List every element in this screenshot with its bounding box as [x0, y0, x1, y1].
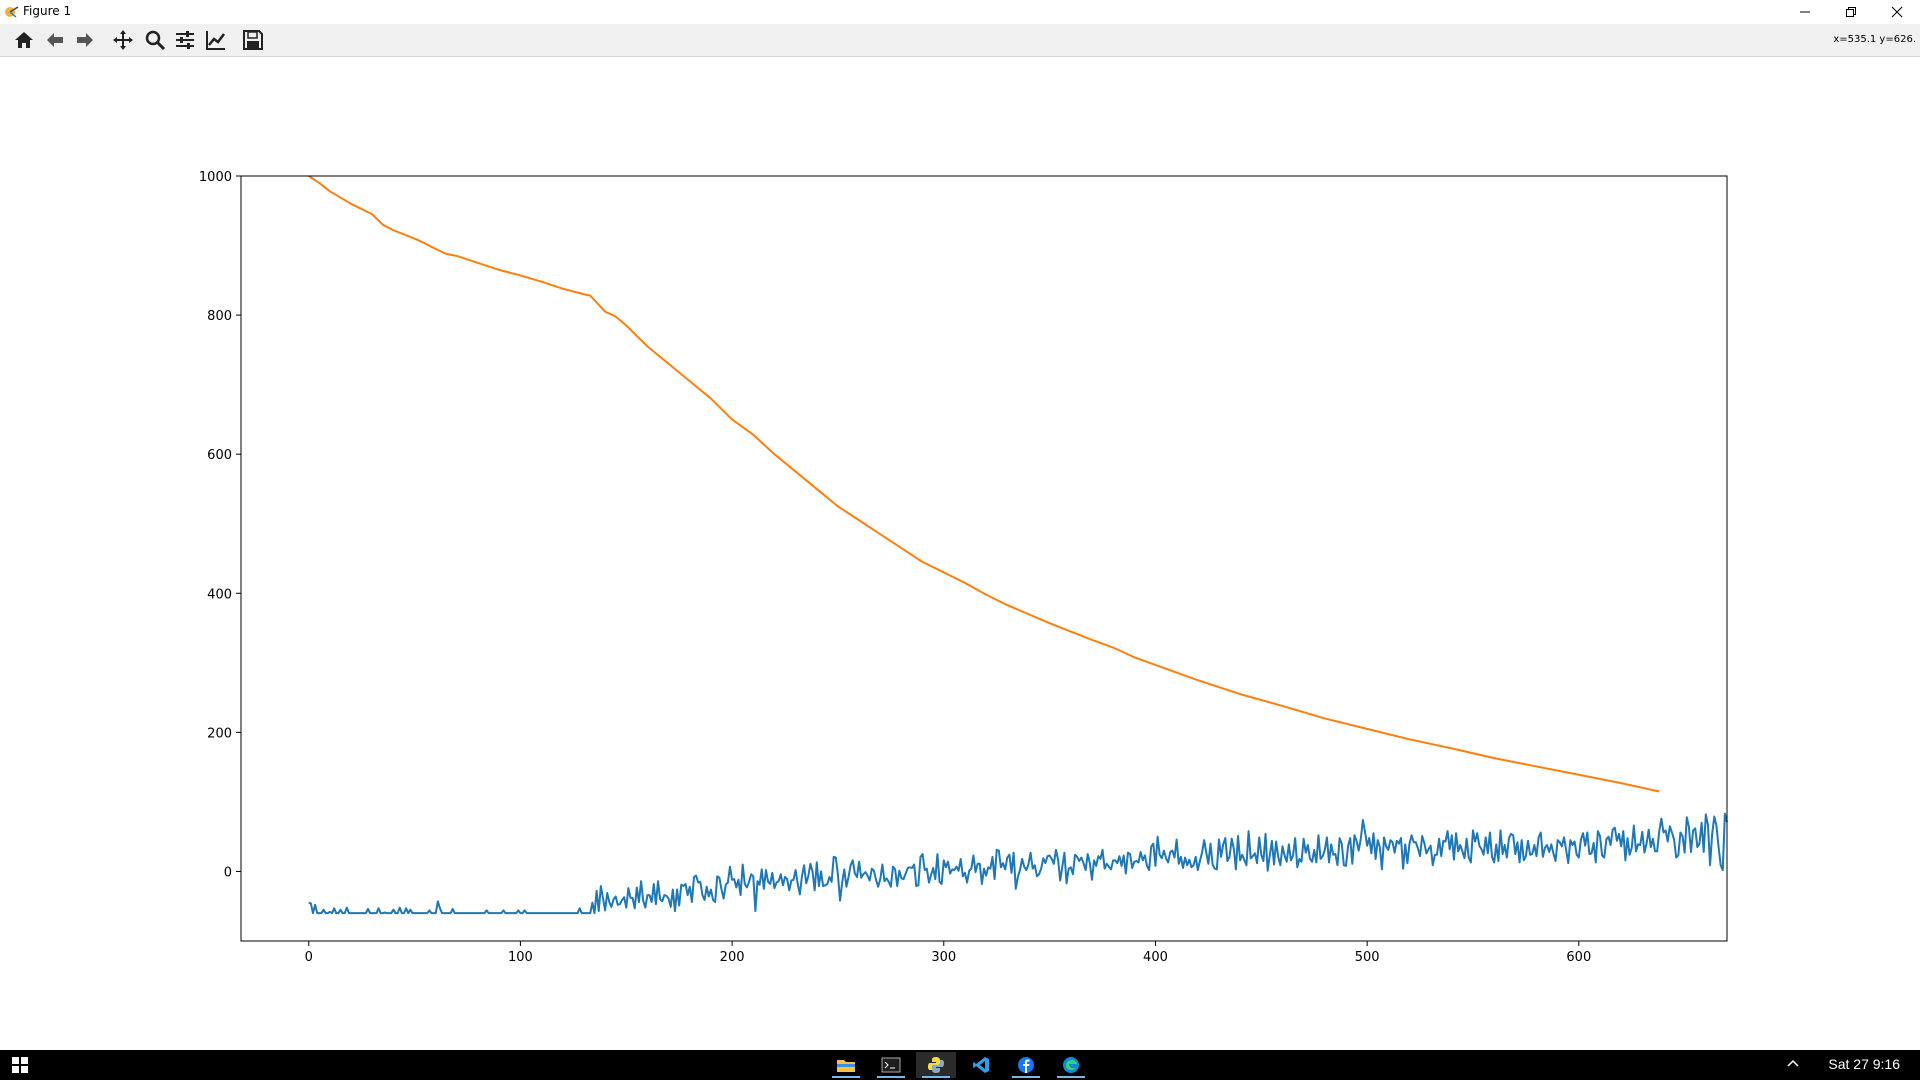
taskbar-facebook[interactable]: [1006, 1052, 1046, 1078]
facebook-icon: [1018, 1057, 1034, 1073]
vscode-icon: [973, 1057, 989, 1073]
matplotlib-app-icon: [5, 6, 19, 18]
taskbar-clock[interactable]: Sat 27 9:16: [1828, 1056, 1900, 1072]
series-line-2: [308, 812, 1728, 915]
terminal-icon: [881, 1057, 901, 1073]
navigation-toolbar: x=535.1 y=626.: [0, 24, 1920, 57]
close-button[interactable]: [1874, 0, 1920, 24]
taskbar: Sat 27 9:16: [0, 1050, 1920, 1080]
x-tick-label: 600: [1566, 950, 1591, 965]
x-tick-label: 0: [305, 950, 313, 965]
running-indicator: [922, 1076, 950, 1078]
minimize-button[interactable]: [1782, 0, 1828, 24]
window-title: Figure 1: [23, 4, 72, 18]
x-tick-label: 100: [508, 950, 533, 965]
home-button[interactable]: [11, 28, 37, 52]
taskbar-vscode[interactable]: [961, 1052, 1001, 1078]
configure-subplots-icon: [176, 31, 194, 49]
running-indicator: [877, 1076, 905, 1078]
forward-button[interactable]: [72, 28, 98, 52]
cursor-coordinates: x=535.1 y=626.: [1833, 34, 1916, 45]
back-icon: [47, 33, 63, 47]
title-bar: Figure 1: [0, 0, 1920, 24]
chevron-up-icon: [1787, 1059, 1799, 1067]
figure-canvas[interactable]: [0, 57, 1920, 1050]
running-indicator: [832, 1076, 860, 1078]
start-button[interactable]: [0, 1052, 40, 1078]
home-icon: [15, 32, 33, 48]
restore-icon: [1846, 7, 1856, 17]
taskbar-file-explorer[interactable]: [826, 1052, 866, 1078]
taskbar-python[interactable]: [916, 1052, 956, 1078]
save-icon: [243, 30, 263, 50]
save-button[interactable]: [240, 28, 266, 52]
line-plot[interactable]: 0 100 200 300 400 500 600 0 200 400 600 800 1000: [0, 57, 1920, 1050]
zoom-icon: [145, 30, 166, 51]
file-explorer-icon: [837, 1060, 855, 1072]
running-indicator: [1057, 1076, 1085, 1078]
axes-frame: [240, 175, 1728, 942]
restore-button[interactable]: [1828, 0, 1874, 24]
x-tick-label: 300: [931, 950, 956, 965]
taskbar-edge[interactable]: [1051, 1052, 1091, 1078]
minimize-icon: [1800, 11, 1810, 13]
edit-axis-icon: [206, 31, 225, 50]
x-tick-label: 200: [720, 950, 745, 965]
running-indicator: [1012, 1076, 1040, 1078]
python-icon: [928, 1057, 944, 1073]
y-tick-label: 200: [207, 726, 232, 741]
pan-icon: [113, 30, 133, 50]
forward-icon: [77, 33, 93, 47]
y-tick-label: 400: [207, 587, 232, 602]
configure-subplots-button[interactable]: [172, 28, 198, 52]
y-tick-label: 600: [207, 448, 232, 463]
series-line-1: [308, 175, 1660, 793]
edge-icon: [1063, 1057, 1079, 1073]
y-tick-label: 800: [207, 309, 232, 324]
y-tick-label: 1000: [199, 170, 232, 185]
zoom-button[interactable]: [142, 28, 168, 52]
show-hidden-icons-button[interactable]: [1786, 1056, 1800, 1075]
x-tick-label: 400: [1143, 950, 1168, 965]
windows-logo-icon: [12, 1057, 28, 1073]
taskbar-terminal[interactable]: [871, 1052, 911, 1078]
back-button[interactable]: [42, 28, 68, 52]
pan-button[interactable]: [110, 28, 136, 52]
x-tick-label: 500: [1355, 950, 1380, 965]
axes: 0 100 200 300 400 500 600 0 200 400 600 800 1000: [199, 170, 1728, 965]
close-icon: [1891, 6, 1903, 18]
edit-axis-button[interactable]: [203, 28, 229, 52]
y-tick-label: 0: [224, 865, 232, 880]
